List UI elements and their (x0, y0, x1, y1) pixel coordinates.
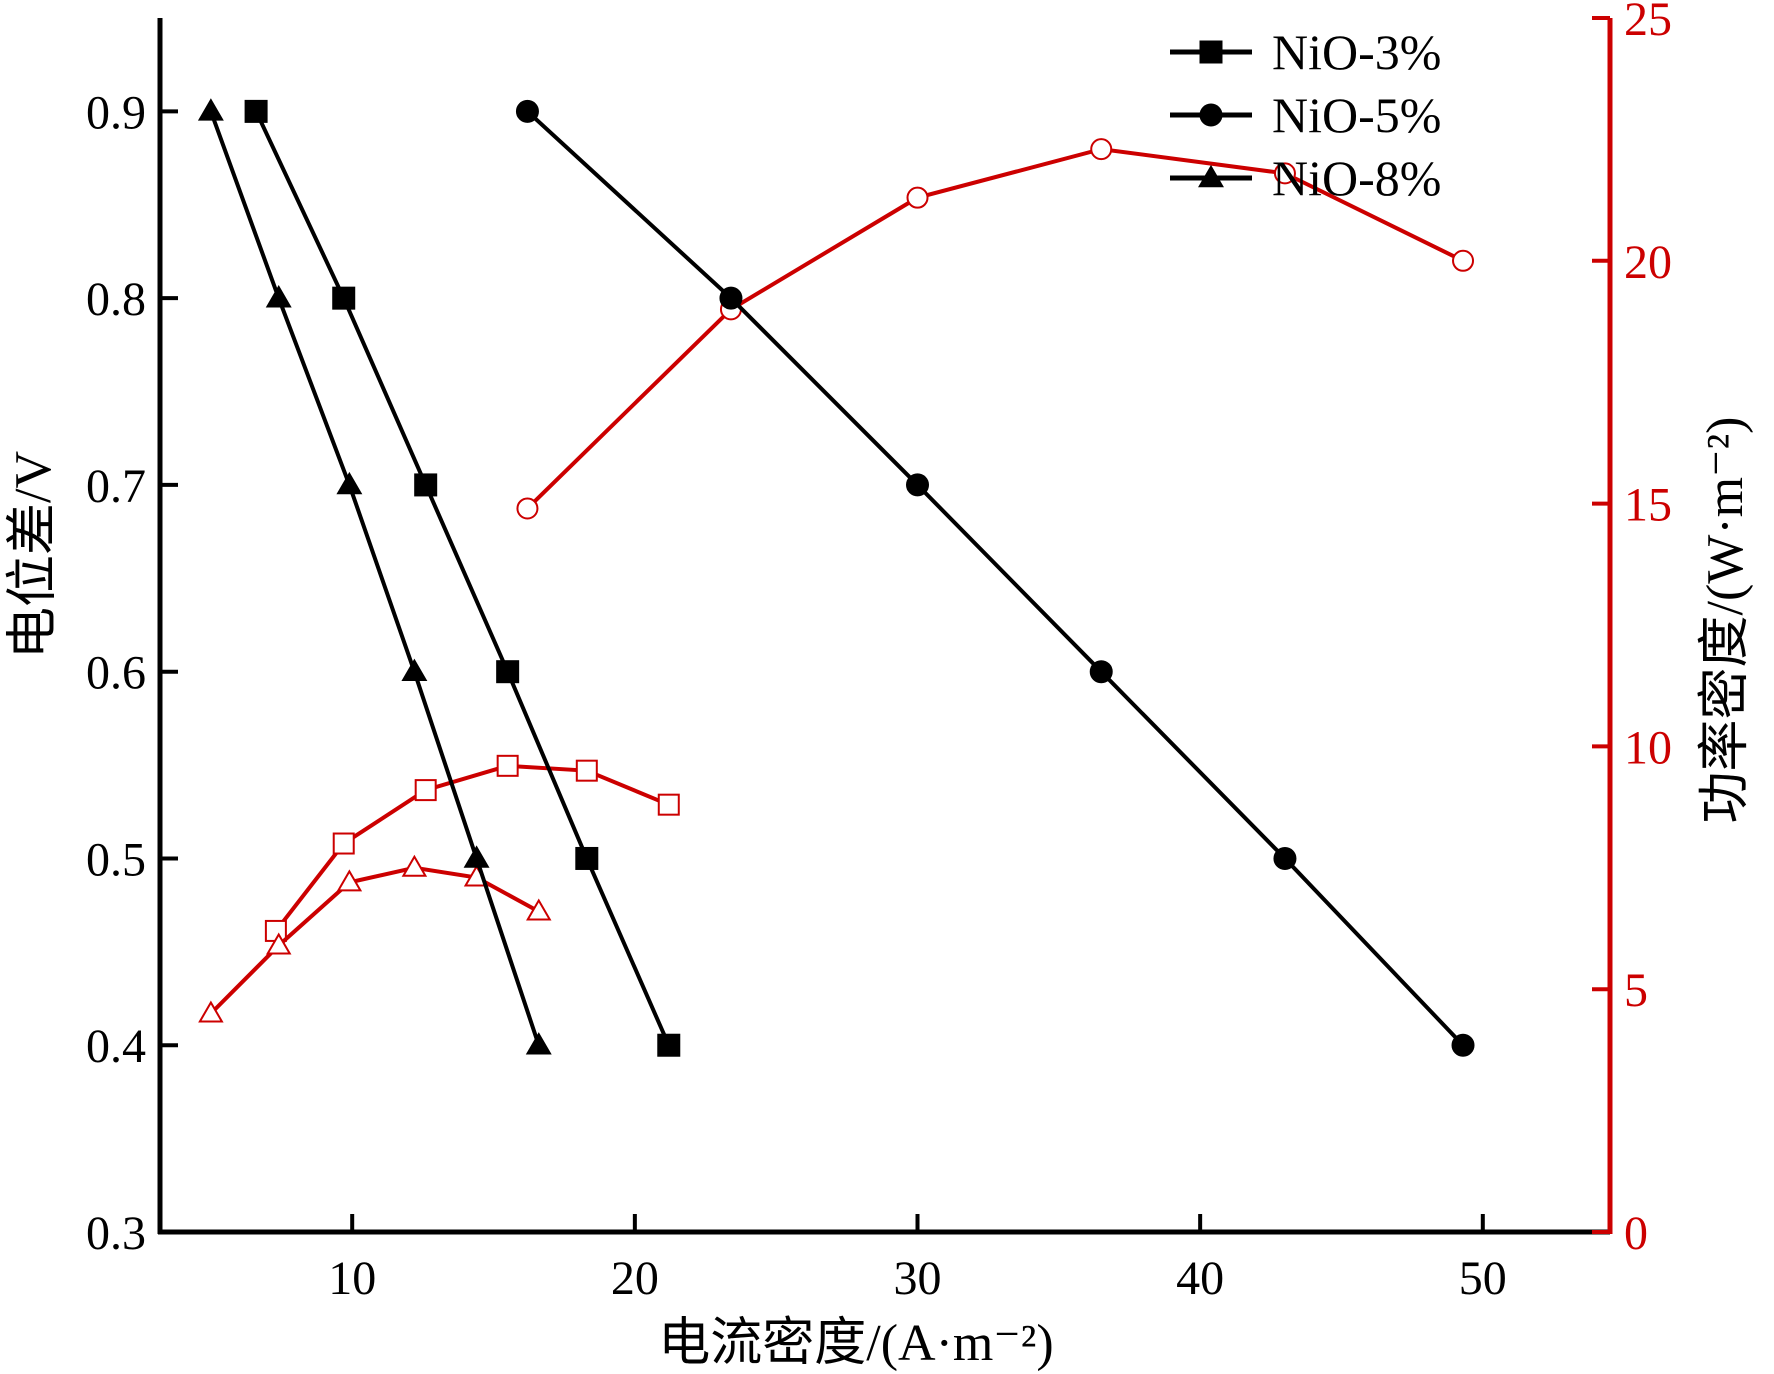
legend-marker-square (1199, 40, 1223, 64)
voltage-point-triangle (265, 285, 292, 308)
y-left-tick-label: 0.6 (86, 647, 146, 700)
power-point-circle (516, 497, 539, 520)
y-left-tick-label: 0.4 (86, 1020, 146, 1073)
y-left-tick-label: 0.3 (86, 1207, 146, 1260)
x-tick-label: 40 (1176, 1252, 1224, 1305)
legend-marker-circle (1199, 103, 1223, 127)
voltage-line-triangle (208, 110, 541, 1046)
voltage-line-square (254, 110, 671, 1047)
y-right-tick-label: 20 (1624, 236, 1672, 289)
voltage-point-triangle (401, 658, 428, 681)
power-point-triangle (526, 898, 552, 921)
ticks-group: 10 20 30 40 50 0.3 0.4 0.5 0.6 0.7 0.8 0.9 0 5 10 15 20 2… (86, 0, 1672, 1305)
right-axis-title: 功率密度/(W·m⁻²) (1697, 417, 1754, 824)
voltage-point-square (244, 99, 268, 123)
power-line-circle (526, 147, 1464, 510)
y-right-tick-label: 0 (1624, 1207, 1648, 1260)
legend-label: NiO-3% (1272, 24, 1441, 80)
x-tick-label: 30 (894, 1252, 942, 1305)
power-point-circle (1452, 249, 1475, 272)
y-left-tick-label: 0.7 (86, 460, 146, 513)
x-tick-label: 20 (611, 1252, 659, 1305)
voltage-point-square (496, 660, 520, 684)
voltage-point-triangle (336, 471, 363, 495)
legend-label: NiO-5% (1272, 87, 1441, 143)
voltage-point-triangle (525, 1032, 552, 1055)
axes-group (157, 18, 1613, 1235)
x-axis-title: 电流密度/(A·m⁻²) (658, 1315, 1053, 1372)
power-point-square (414, 779, 437, 802)
voltage-point-circle (1451, 1033, 1475, 1057)
power-point-square (332, 832, 355, 855)
power-point-triangle (336, 869, 363, 892)
power-point-square (657, 793, 680, 816)
y-right-tick-label: 15 (1624, 479, 1672, 532)
voltage-series-group (197, 98, 1475, 1057)
y-left-tick-label: 0.9 (86, 86, 146, 139)
y-right-tick-label: 25 (1624, 0, 1672, 46)
x-tick-label: 10 (328, 1252, 376, 1305)
power-point-square (575, 759, 598, 782)
legend-label: NiO-8% (1272, 150, 1441, 206)
power-point-triangle (265, 932, 292, 955)
y-left-tick-label: 0.8 (86, 273, 146, 326)
voltage-point-circle (906, 473, 930, 497)
y-right-tick-label: 5 (1624, 964, 1648, 1017)
voltage-point-triangle (463, 845, 490, 868)
voltage-point-square (657, 1033, 681, 1057)
voltage-point-square (332, 286, 356, 310)
voltage-point-circle (719, 286, 743, 310)
left-axis-title: 电位差/V (5, 451, 62, 659)
voltage-point-square (414, 473, 438, 497)
legend: NiO-3% NiO-5% NiO-8% (1170, 24, 1441, 206)
voltage-line-circle (526, 109, 1465, 1047)
power-point-triangle (198, 1000, 224, 1023)
voltage-point-circle (1089, 660, 1113, 684)
power-point-circle (1090, 138, 1113, 161)
power-series-group (198, 138, 1475, 1023)
voltage-point-triangle (197, 98, 224, 121)
power-point-square (496, 754, 519, 777)
power-line-triangle (209, 865, 540, 1015)
y-right-tick-label: 10 (1624, 721, 1672, 774)
voltage-point-square (575, 846, 599, 870)
voltage-point-circle (1273, 846, 1297, 870)
power-line-square (274, 763, 670, 933)
power-point-triangle (401, 854, 428, 877)
voltage-point-circle (515, 99, 539, 123)
power-point-circle (1273, 162, 1296, 185)
x-tick-label: 50 (1459, 1252, 1507, 1305)
power-point-circle (906, 186, 929, 209)
legend-marker-triangle (1198, 164, 1224, 188)
y-left-tick-label: 0.5 (86, 833, 146, 886)
